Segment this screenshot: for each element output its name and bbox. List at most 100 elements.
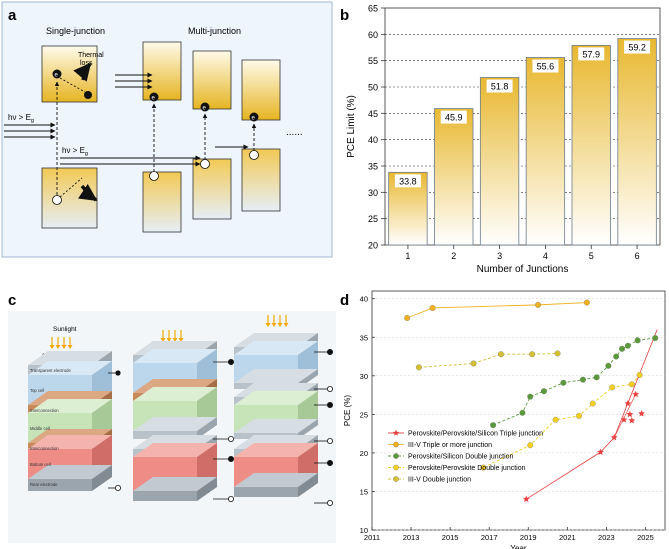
data-point [560, 379, 567, 386]
x-tick-label: 2 [451, 251, 456, 261]
panel-c-letter: c [8, 292, 16, 309]
svg-text:e: e [203, 106, 207, 112]
legend-label: Perovskite/Perovskite/Silicon Triple jun… [408, 431, 543, 438]
sunlight-arrowhead [67, 345, 73, 349]
layer-4t-bottom-top [133, 443, 217, 457]
x-tick-label: 2017 [481, 533, 498, 542]
panel-a: a Single-junction Multi-junction Thermal… [1, 1, 333, 258]
bar [479, 77, 520, 246]
series-line [613, 394, 636, 438]
data-point [576, 412, 583, 419]
value-label: 33.8 [399, 176, 417, 186]
layer-mt-3-side [298, 473, 318, 497]
value-label-box [578, 47, 605, 61]
series-line [406, 302, 587, 319]
layer-2t-top [28, 361, 112, 375]
bar [434, 108, 474, 246]
plot-frame [384, 7, 661, 246]
layer-2t-top [28, 465, 112, 479]
y-tick-label: 40 [360, 295, 368, 304]
y-tick-label: 25 [368, 214, 378, 224]
y-tick-label: 45 [368, 109, 378, 119]
ellipsis-label: ...... [286, 127, 303, 138]
terminal [326, 437, 333, 444]
layer-4t-top-top [133, 387, 217, 401]
y-axis-title: PCE (%) [343, 395, 352, 426]
value-label-box [624, 40, 651, 54]
series-line [526, 329, 658, 500]
series-line [483, 374, 640, 468]
x-tick-label: 2019 [520, 533, 537, 542]
x-tick-label: 2015 [442, 533, 459, 542]
legend-label: III-V Double junction [408, 477, 471, 484]
data-point [605, 362, 612, 369]
series-line [418, 352, 558, 368]
data-point [497, 351, 504, 358]
value-label-box [532, 59, 559, 73]
layer-4t-top-top [133, 417, 217, 431]
data-point [628, 381, 635, 388]
y-tick-label: 65 [368, 4, 378, 14]
data-point-star [632, 390, 640, 398]
data-point [624, 342, 631, 349]
y-tick-label: 15 [360, 487, 368, 496]
data-point [527, 442, 534, 449]
sunlight-arrowhead [265, 323, 271, 327]
x-tick-label: 2025 [637, 533, 654, 542]
legend-label: Perovskite/Perovskite Double junction [408, 465, 526, 472]
legend-marker [393, 441, 399, 448]
data-point [613, 353, 620, 360]
legend-marker [393, 453, 399, 459]
terminal [326, 499, 333, 506]
svg-text:e: e [252, 116, 256, 122]
layer-label: Interconnection [30, 408, 59, 413]
legend-label: III-V Triple or more junction [408, 442, 492, 449]
terminal [227, 455, 234, 462]
panel-d-letter: d [340, 292, 349, 309]
y-tick-label: 10 [360, 526, 368, 535]
value-label: 51.8 [491, 82, 509, 92]
panel-b-letter: b [340, 7, 349, 24]
x-tick-label: 2011 [364, 533, 380, 542]
layer-mt-2-top [234, 391, 318, 405]
hole-relax-arrow [78, 183, 98, 202]
layer-label: Interconnection [30, 446, 59, 451]
data-point-star [522, 495, 530, 503]
x-tick-label: 3 [497, 251, 502, 261]
sunlight-arrowhead [160, 338, 166, 342]
y-tick-label: 20 [368, 241, 378, 251]
layer-label: Top cell [30, 388, 44, 393]
x-axis-title: Year [510, 544, 527, 549]
x-axis-title: Number of Junctions [477, 264, 569, 275]
sunlight-arrowhead [178, 338, 184, 342]
layer-mt-3-top [234, 443, 318, 457]
data-point [519, 409, 526, 416]
data-point-star [626, 410, 634, 418]
electron-dot [52, 69, 62, 79]
bar [571, 44, 611, 246]
data-point [490, 422, 497, 429]
terminal [227, 495, 234, 502]
layer-mt-1-top [234, 369, 318, 383]
layer-label: Transparent electrode [30, 368, 71, 373]
x-tick-label: 2023 [598, 533, 615, 542]
data-point [609, 384, 616, 391]
layer-label: Rear electrode [30, 482, 58, 487]
layer-2t [28, 479, 92, 491]
y-tick-label: 40 [368, 135, 378, 145]
data-point [636, 372, 643, 378]
data-point [589, 400, 596, 407]
data-point [404, 315, 411, 321]
terminal [227, 359, 234, 366]
x-tick-label: 1 [405, 251, 410, 261]
y-tick-label: 30 [360, 372, 368, 381]
data-point-star [610, 433, 618, 441]
terminal-positive [115, 370, 121, 376]
x-tick-label: 2013 [403, 533, 420, 542]
sunlight-arrowhead [277, 323, 283, 327]
data-point-star [628, 416, 636, 424]
legend-label: Perovskite/Silicon Double junction [408, 454, 514, 461]
sunlight-arrowhead [172, 338, 178, 342]
sunlight-arrowhead [271, 323, 277, 327]
